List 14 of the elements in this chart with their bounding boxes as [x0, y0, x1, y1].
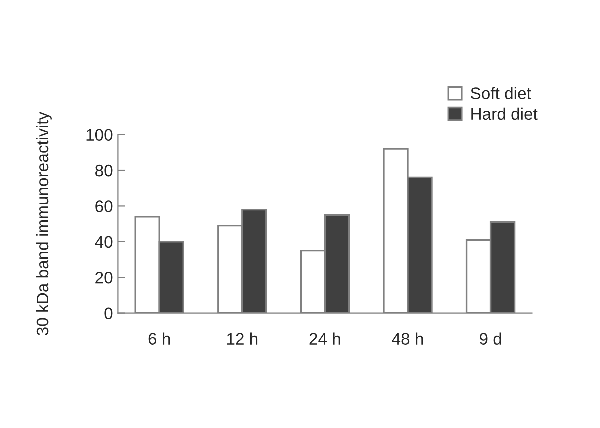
y-tick-label: 20 — [96, 272, 113, 284]
x-tick-label: 48 h — [392, 332, 424, 345]
x-tick-label: 24 h — [310, 332, 340, 345]
x-tick-label: 9 d — [480, 332, 502, 345]
y-tick-label: 80 — [96, 164, 113, 177]
legend-label: Hard diet — [472, 108, 538, 120]
y-tick-label: 100 — [86, 129, 113, 142]
legend-label: Soft diet — [471, 87, 532, 100]
y-tick-label: 0 — [104, 308, 113, 320]
y-axis-title: 30 kDa band immunoreactivity — [36, 112, 52, 336]
y-tick-label: 40 — [95, 236, 113, 248]
x-tick-label: 6 h — [148, 332, 170, 345]
x-tick-label: 12 h — [227, 332, 258, 345]
y-tick-label: 60 — [96, 200, 113, 212]
